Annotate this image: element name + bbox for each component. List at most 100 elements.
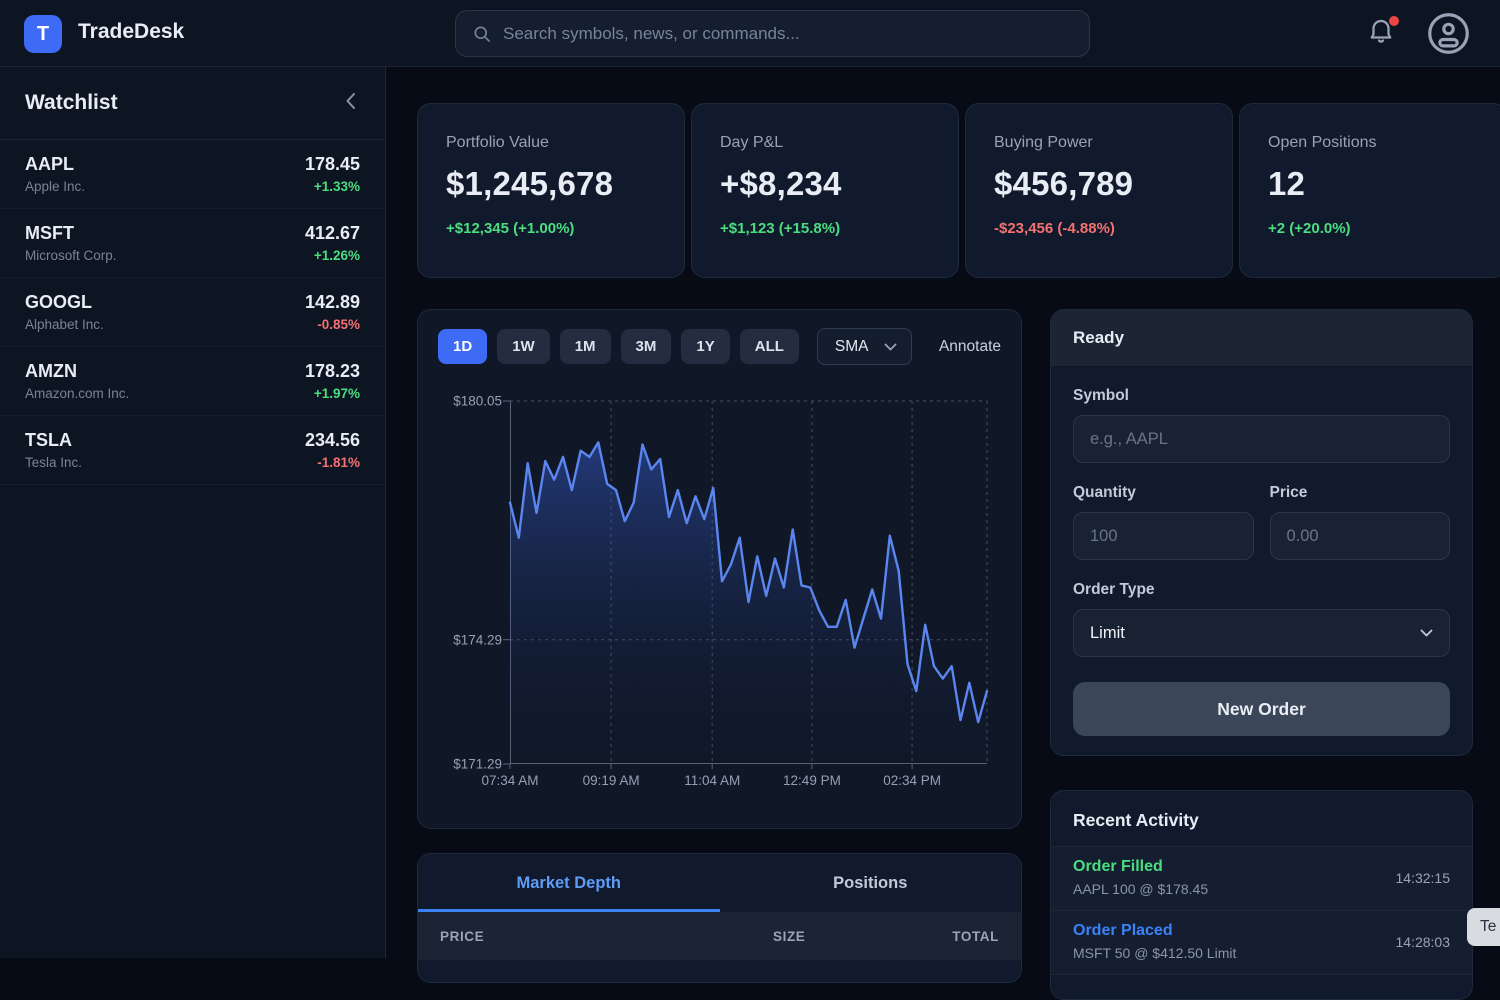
market-data-panel: Market Depth Positions PRICE SIZE TOTAL	[417, 853, 1022, 983]
y-axis-tick: $174.29	[453, 632, 502, 648]
company-name: Microsoft Corp.	[25, 248, 117, 263]
watchlist-header: Watchlist	[0, 67, 385, 140]
timeframe-button-1m[interactable]: 1M	[559, 329, 611, 364]
stat-change: +$12,345 (+1.00%)	[446, 220, 575, 237]
activity-detail: AAPL 100 @ $178.45	[1073, 881, 1209, 897]
notifications-button[interactable]	[1366, 16, 1400, 50]
price: 142.89	[304, 292, 360, 312]
watchlist-sidebar: Watchlist AAPL Apple Inc. 178.45 +1.33% …	[0, 67, 386, 958]
x-axis-tick: 11:04 AM	[684, 773, 741, 788]
symbol: MSFT	[25, 223, 74, 243]
app-logo: T	[24, 15, 62, 53]
price-field[interactable]	[1269, 512, 1450, 560]
order-type-value: Limit	[1090, 623, 1125, 642]
activity-title: Order Filled	[1073, 858, 1163, 875]
global-search[interactable]	[455, 10, 1090, 57]
x-axis-tick: 07:34 AM	[481, 773, 539, 788]
annotate-toggle[interactable]: Annotate	[938, 337, 1001, 355]
user-avatar-icon	[1428, 13, 1469, 54]
order-status-header: Ready	[1051, 310, 1472, 367]
change-percent: +1.33%	[313, 179, 360, 194]
chevron-down-icon	[884, 343, 897, 350]
timeframe-button-1d[interactable]: 1D	[438, 329, 488, 364]
indicator-select[interactable]: SMA	[816, 328, 912, 365]
timeframe-button-1w[interactable]: 1W	[497, 329, 550, 364]
tab-market-depth[interactable]: Market Depth	[418, 854, 720, 912]
notification-dot	[1389, 16, 1399, 26]
toast-button[interactable]: Te	[1467, 908, 1500, 946]
stat-change: +$1,123 (+15.8%)	[720, 220, 841, 237]
new-order-button[interactable]: New Order	[1073, 682, 1450, 736]
order-type-label: Order Type	[1073, 581, 1155, 598]
symbol: GOOGL	[25, 292, 92, 312]
price-chart[interactable]	[503, 400, 989, 769]
stat-card-portfolio-value: Portfolio Value $1,245,678 +$12,345 (+1.…	[417, 103, 685, 278]
recent-activity-panel: Recent Activity Order Filled AAPL 100 @ …	[1050, 790, 1473, 1000]
search-input[interactable]	[503, 23, 1073, 44]
depth-table-header: PRICE SIZE TOTAL	[418, 912, 1021, 960]
column-total: TOTAL	[952, 929, 999, 944]
bottom-tabs: Market Depth Positions	[418, 854, 1021, 912]
activity-detail: MSFT 50 @ $412.50 Limit	[1073, 945, 1237, 961]
stat-value: 12	[1268, 165, 1306, 202]
x-axis-tick: 12:49 PM	[783, 773, 841, 788]
price-chart-card: 1D 1W 1M 3M 1Y ALL SMA Annotate $180.05 $…	[417, 309, 1022, 829]
quantity-field[interactable]	[1073, 512, 1254, 560]
stat-value: $456,789	[994, 165, 1134, 202]
x-axis-tick: 02:34 PM	[883, 773, 942, 788]
activity-item-order-filled: Order Filled AAPL 100 @ $178.45 14:32:15	[1051, 847, 1472, 911]
watchlist-item-googl[interactable]: GOOGL Alphabet Inc. 142.89 -0.85%	[0, 278, 385, 347]
bell-icon	[1370, 19, 1392, 43]
quantity-label: Quantity	[1073, 484, 1136, 501]
timeframe-button-1y[interactable]: 1Y	[681, 329, 730, 364]
activity-title: Order Placed	[1073, 922, 1173, 939]
stat-change: -$23,456 (-4.88%)	[994, 220, 1115, 237]
y-axis-tick: $180.05	[453, 393, 502, 409]
app-name: TradeDesk	[78, 20, 185, 43]
activity-time: 14:28:03	[1395, 933, 1451, 950]
symbol-field[interactable]	[1073, 415, 1450, 463]
user-menu-button[interactable]	[1426, 11, 1471, 56]
company-name: Alphabet Inc.	[25, 317, 104, 332]
company-name: Amazon.com Inc.	[25, 386, 130, 401]
stat-card-buying-power: Buying Power $456,789 -$23,456 (-4.88%)	[965, 103, 1233, 278]
price-label: Price	[1269, 484, 1308, 501]
change-percent: -0.85%	[317, 317, 360, 332]
watchlist-item-aapl[interactable]: AAPL Apple Inc. 178.45 +1.33%	[0, 140, 385, 209]
watchlist-item-tsla[interactable]: TSLA Tesla Inc. 234.56 -1.81%	[0, 416, 385, 485]
timeframe-button-all[interactable]: ALL	[739, 329, 799, 364]
watchlist-item-msft[interactable]: MSFT Microsoft Corp. 412.67 +1.26%	[0, 209, 385, 278]
change-percent: -1.81%	[317, 455, 360, 470]
chevron-down-icon	[1420, 629, 1433, 637]
price: 178.45	[304, 154, 360, 174]
tab-positions[interactable]: Positions	[833, 873, 908, 892]
column-price: PRICE	[440, 929, 485, 944]
stat-label: Open Positions	[1268, 134, 1377, 151]
stat-card-open-positions: Open Positions 12 +2 (+20.0%)	[1239, 103, 1500, 278]
symbol: AAPL	[25, 154, 74, 174]
stat-label: Portfolio Value	[446, 134, 549, 151]
timeframe-button-3m[interactable]: 3M	[620, 329, 672, 364]
company-name: Apple Inc.	[25, 179, 86, 194]
activity-item-order-placed: Order Placed MSFT 50 @ $412.50 Limit 14:…	[1051, 911, 1472, 975]
order-status: Ready	[1073, 328, 1125, 347]
search-icon	[474, 26, 490, 42]
stat-card-day-pnl: Day P&L +$8,234 +$1,123 (+15.8%)	[691, 103, 959, 278]
symbol-label: Symbol	[1073, 387, 1129, 404]
order-entry-panel: Ready Symbol Quantity Price Order Type L…	[1050, 309, 1473, 756]
app-logo-letter: T	[36, 22, 50, 45]
watchlist-title: Watchlist	[25, 91, 118, 114]
change-percent: +1.97%	[313, 386, 360, 401]
watchlist-item-amzn[interactable]: AMZN Amazon.com Inc. 178.23 +1.97%	[0, 347, 385, 416]
sidebar-collapse-button[interactable]	[341, 88, 360, 119]
activity-time: 14:32:15	[1395, 869, 1451, 886]
stat-label: Buying Power	[994, 134, 1093, 151]
order-type-select[interactable]: Limit	[1073, 609, 1450, 657]
stat-value: $1,245,678	[446, 165, 614, 202]
stat-value: +$8,234	[720, 165, 842, 202]
price: 234.56	[304, 430, 360, 450]
indicator-value: SMA	[834, 337, 869, 355]
change-percent: +1.26%	[313, 248, 360, 263]
stats-row: Portfolio Value $1,245,678 +$12,345 (+1.…	[417, 103, 1500, 278]
toast-text: Te	[1480, 918, 1497, 935]
